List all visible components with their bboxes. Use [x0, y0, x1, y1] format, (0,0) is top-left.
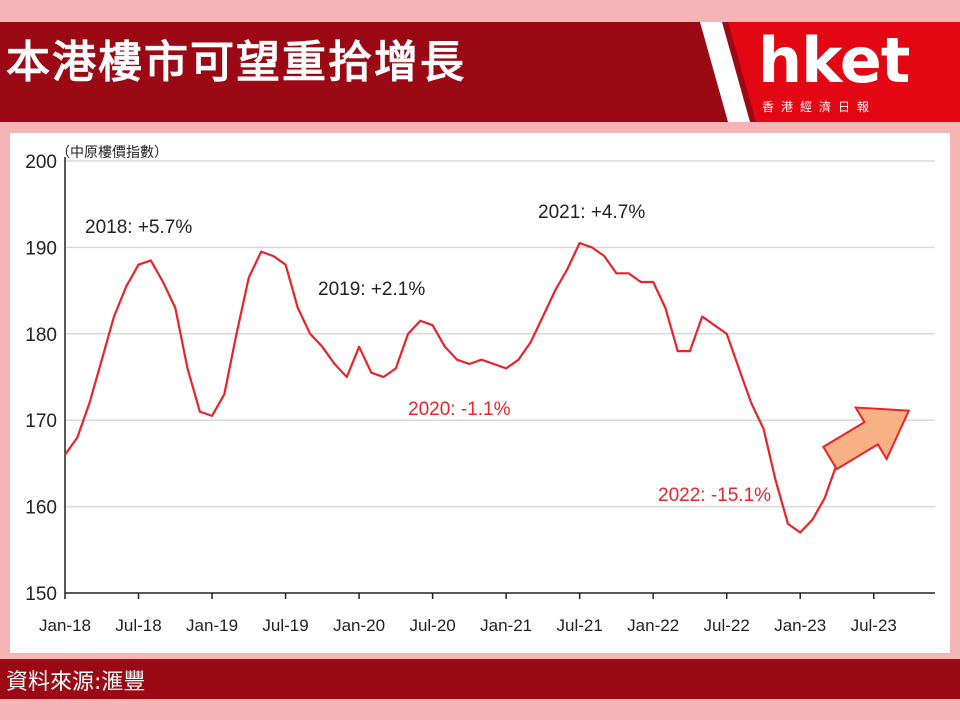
source-bar	[0, 659, 960, 699]
brand-subtitle: 香港經濟日報	[762, 100, 877, 114]
x-tick-label: Jul-20	[409, 616, 455, 635]
x-tick-label: Jul-19	[262, 616, 308, 635]
chart-panel: 150 160 170 180 190 200 Jan-18 Jul-18 Jan-19 Jul-…	[10, 133, 950, 653]
y-tick-label: 190	[25, 238, 57, 259]
x-tick-label: Jan-18	[39, 616, 91, 635]
y-tick-label: 150	[25, 584, 57, 605]
price-index-chart: 150 160 170 180 190 200 Jan-18 Jul-18 Jan-19 Jul-…	[25, 144, 935, 635]
x-tick-label: Jan-22	[627, 616, 679, 635]
x-tick-label: Jan-21	[480, 616, 532, 635]
source-note: 資料來源:滙豐	[6, 670, 146, 695]
y-tick-label: 200	[25, 152, 57, 173]
y-tick-label: 160	[25, 498, 57, 519]
annotation-label: 2018: +5.7%	[85, 217, 192, 238]
growth-arrow	[821, 406, 911, 471]
annotation-label: 2021: +4.7%	[538, 202, 645, 223]
x-tick-label: Jan-19	[186, 616, 238, 635]
logo-block	[728, 22, 960, 122]
y-tick-label: 170	[25, 411, 57, 432]
logo-panel	[700, 22, 960, 122]
y-tick-label: 180	[25, 325, 57, 346]
logo-stripe	[700, 22, 750, 122]
annotation-label: 2019: +2.1%	[318, 279, 425, 300]
annotation-label: 2022: -15.1%	[658, 485, 771, 506]
series-line	[64, 241, 839, 534]
x-tick-label: Jul-22	[704, 616, 750, 635]
x-tick-label: Jul-23	[851, 616, 897, 635]
annotation-label: 2020: -1.1%	[408, 399, 511, 420]
x-tick-label: Jul-21	[556, 616, 602, 635]
page-title: 本港樓市可望重拾增長	[6, 37, 466, 88]
brand-logo: hket	[758, 24, 910, 97]
x-tick-label: Jan-23	[774, 616, 826, 635]
x-tick-label: Jan-20	[333, 616, 385, 635]
y-axis-label: （中原樓價指數）	[56, 144, 168, 160]
x-tick-label: Jul-18	[115, 616, 161, 635]
